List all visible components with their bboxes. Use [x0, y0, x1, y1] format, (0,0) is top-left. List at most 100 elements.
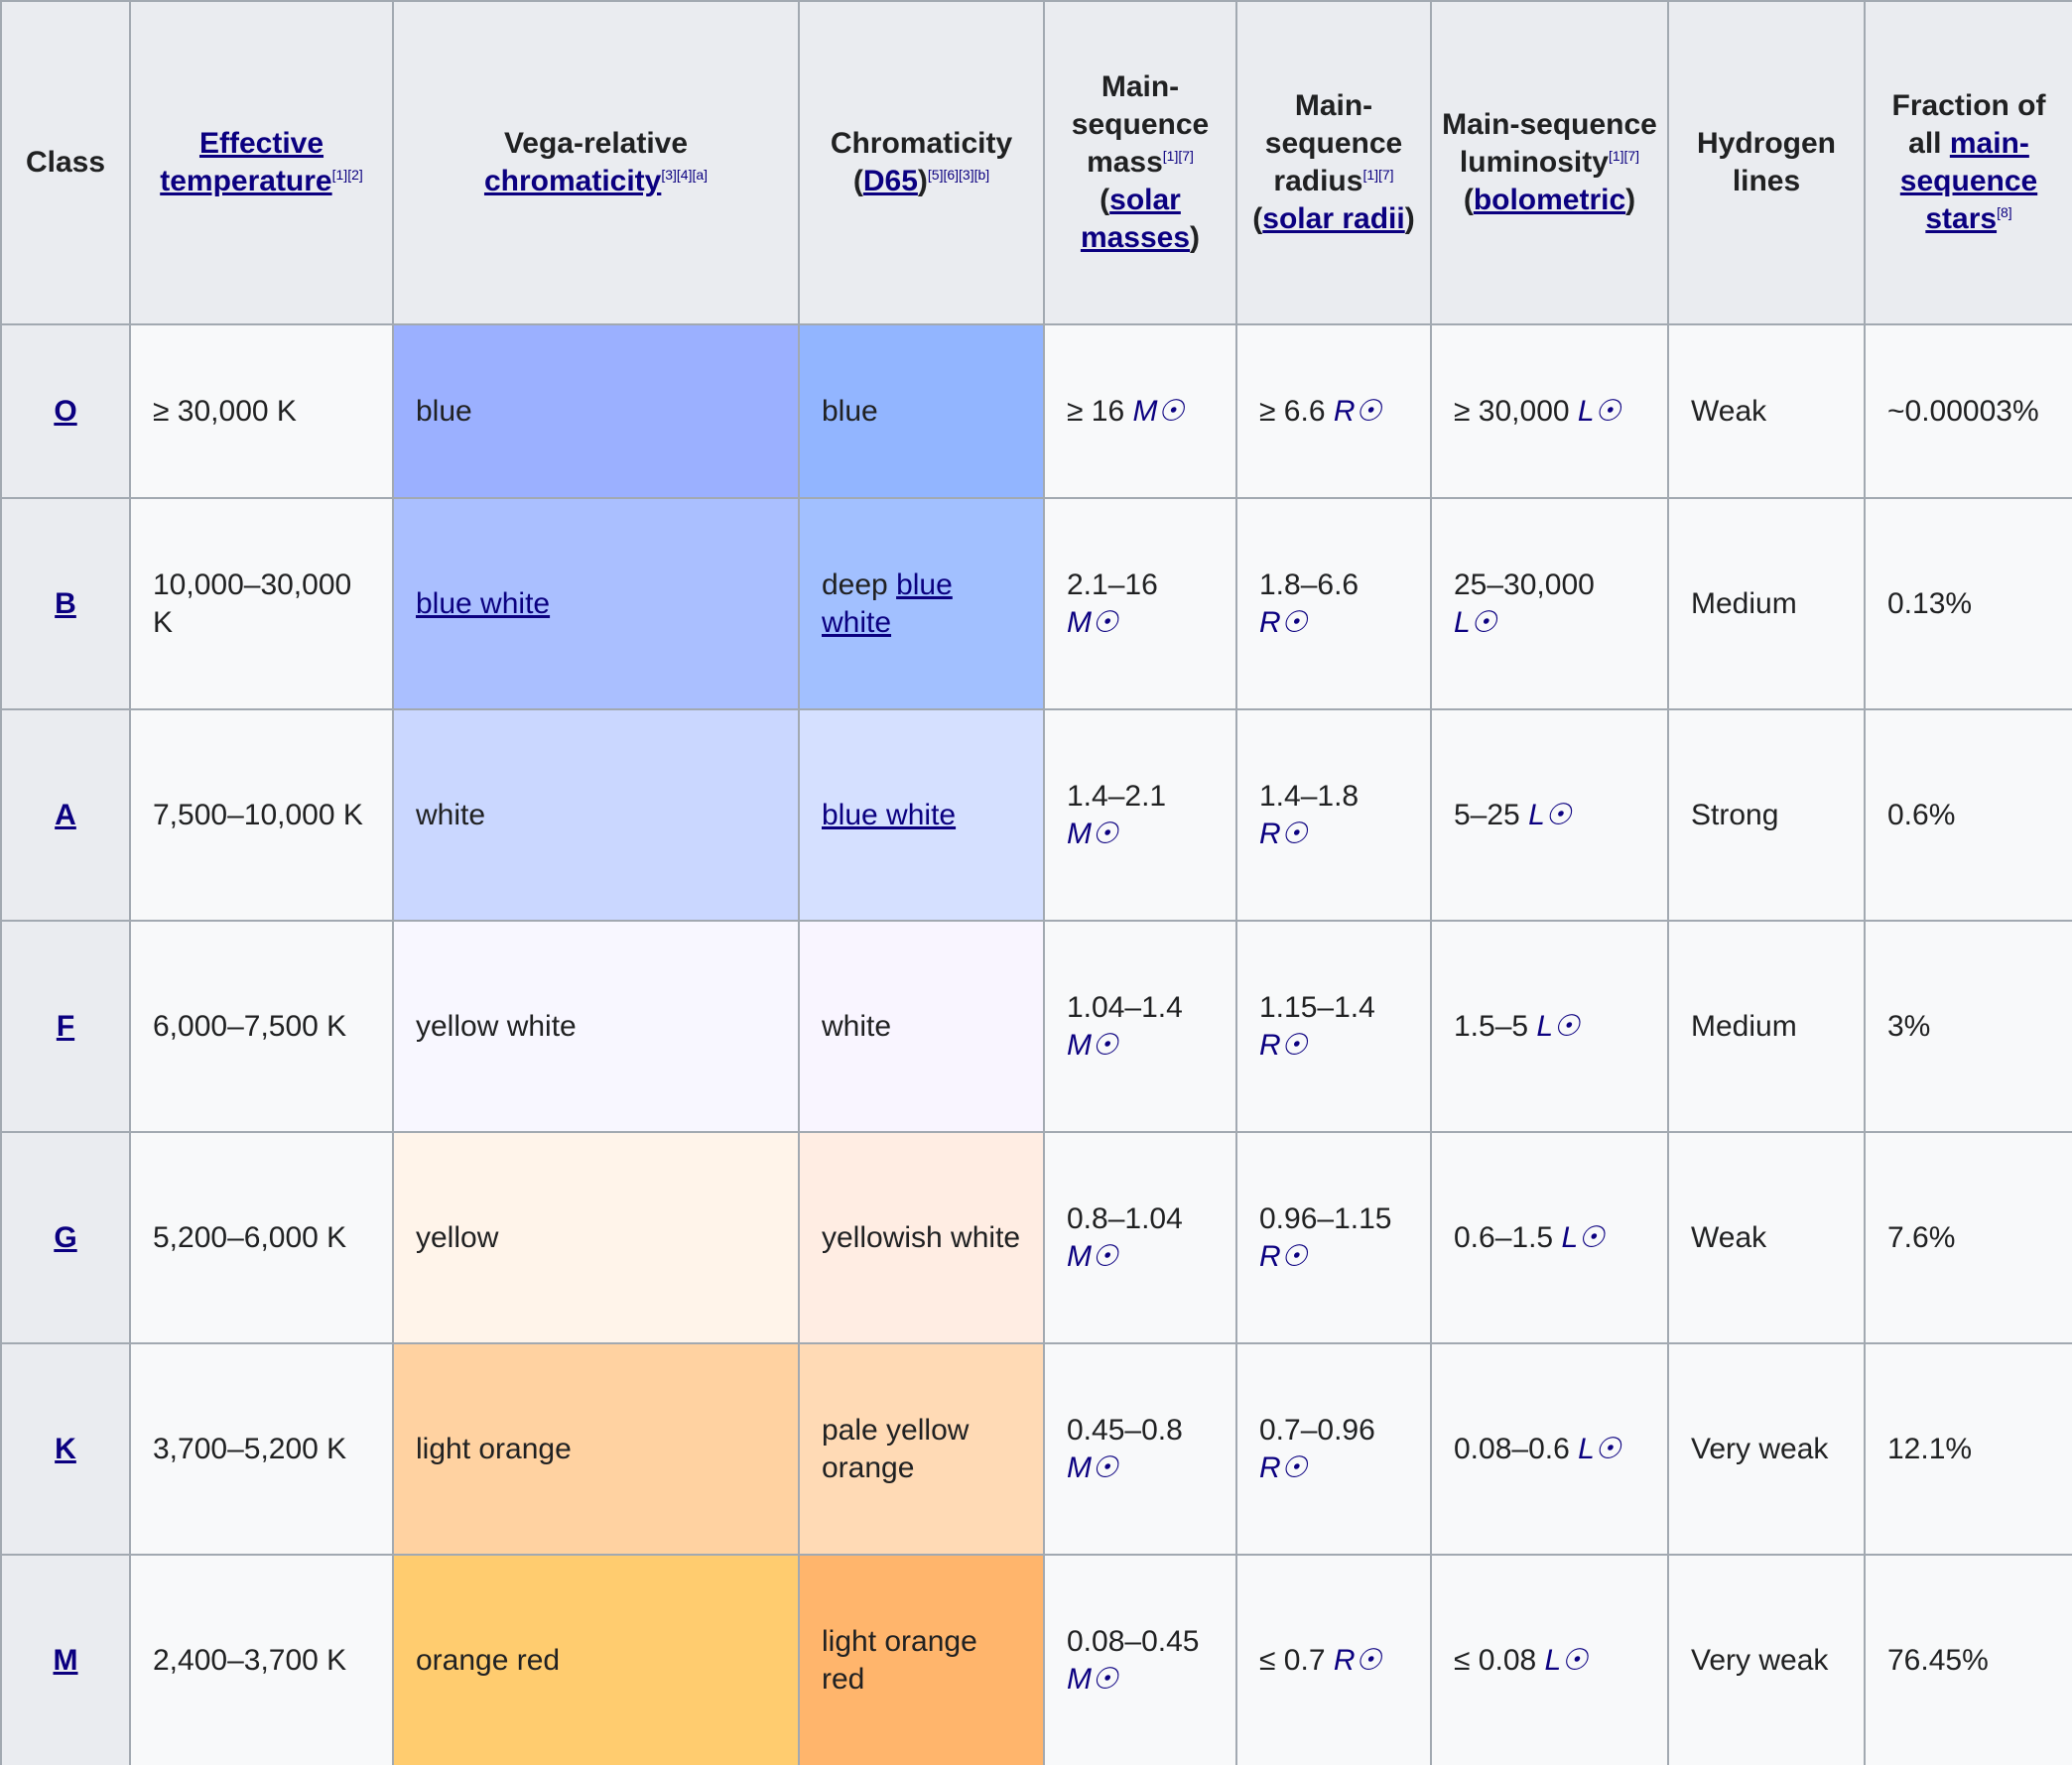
solar-unit[interactable]: R☉	[1333, 394, 1382, 428]
table-cell: 0.6–1.5 L☉	[1430, 1131, 1669, 1344]
text: )	[1625, 184, 1636, 216]
text: orange red	[416, 1643, 561, 1677]
text: Main-sequence mass	[1071, 70, 1210, 179]
reference[interactable]: [1][2]	[331, 167, 363, 183]
text: ≥ 30,000 K	[153, 394, 297, 428]
table-cell: 1.8–6.6 R☉	[1235, 497, 1432, 710]
table-cell: blue	[392, 323, 800, 499]
table-cell: white	[392, 708, 800, 922]
link[interactable]: M	[53, 1643, 78, 1677]
text: 3,700–5,200 K	[153, 1432, 347, 1465]
link[interactable]: blue white	[822, 567, 953, 639]
link[interactable]: blue white	[416, 586, 551, 620]
table-cell: 6,000–7,500 K	[129, 920, 394, 1133]
solar-unit[interactable]: R☉	[1259, 1028, 1308, 1062]
solar-unit[interactable]: M☉	[1067, 1662, 1118, 1696]
solar-unit[interactable]: R☉	[1259, 1239, 1308, 1273]
column-header: Fraction of all main-sequence stars[8]	[1864, 0, 2072, 325]
solar-unit[interactable]: M☉	[1067, 1239, 1118, 1273]
solar-unit[interactable]: M☉	[1067, 1450, 1118, 1484]
reference[interactable]: [1][7]	[1162, 148, 1194, 164]
table-cell: 0.96–1.15 R☉	[1235, 1131, 1432, 1344]
text: 2,400–3,700 K	[153, 1643, 347, 1677]
text: 0.08–0.6	[1454, 1432, 1579, 1465]
table-cell: 7.6%	[1864, 1131, 2072, 1344]
text: Strong	[1691, 798, 1779, 831]
reference[interactable]: [8]	[1997, 204, 2012, 220]
link[interactable]: A	[55, 798, 76, 831]
solar-unit[interactable]: R☉	[1259, 605, 1308, 639]
table-cell: 0.7–0.96 R☉	[1235, 1342, 1432, 1556]
table-cell: Medium	[1667, 920, 1866, 1133]
text: 6,000–7,500 K	[153, 1009, 347, 1043]
table-cell: 1.15–1.4 R☉	[1235, 920, 1432, 1133]
text: light orange	[416, 1432, 572, 1465]
solar-unit[interactable]: L☉	[1577, 394, 1621, 428]
link[interactable]: G	[54, 1220, 77, 1254]
reference[interactable]: [5][6][3][b]	[927, 167, 990, 183]
solar-unit[interactable]: M☉	[1067, 605, 1118, 639]
table-cell: light orange red	[798, 1554, 1045, 1765]
table-cell: 3,700–5,200 K	[129, 1342, 394, 1556]
solar-unit[interactable]: L☉	[1528, 798, 1572, 831]
table-cell: blue white	[798, 708, 1045, 922]
solar-unit[interactable]: M☉	[1067, 1028, 1118, 1062]
text: yellow	[416, 1220, 499, 1254]
table-row: M 2,400–3,700 K orange red light orange red…	[0, 1554, 2072, 1765]
text: 3%	[1887, 1009, 1931, 1043]
text: 76.45%	[1887, 1643, 1989, 1677]
table-cell: 12.1%	[1864, 1342, 2072, 1556]
solar-unit[interactable]: L☉	[1536, 1009, 1581, 1043]
solar-unit[interactable]: M☉	[1067, 817, 1118, 850]
table-header: Class Effective temperature[1][2] Vega-rel…	[0, 0, 2072, 325]
link[interactable]: F	[56, 1009, 75, 1043]
text: Hydrogen lines	[1696, 127, 1836, 197]
link[interactable]: Effective temperature	[160, 127, 332, 197]
text: 0.96–1.15	[1259, 1201, 1392, 1235]
class-cell: F	[0, 920, 131, 1133]
solar-unit[interactable]: L☉	[1544, 1643, 1589, 1677]
link[interactable]: solar masses	[1080, 184, 1191, 254]
text: Weak	[1691, 1220, 1767, 1254]
solar-unit[interactable]: R☉	[1259, 1450, 1308, 1484]
table-cell: yellow	[392, 1131, 800, 1344]
column-header: Effective temperature[1][2]	[129, 0, 394, 325]
solar-unit[interactable]: L☉	[1561, 1220, 1606, 1254]
column-header: Chromaticity (D65)[5][6][3][b]	[798, 0, 1045, 325]
table-cell: 10,000–30,000 K	[129, 497, 394, 710]
link[interactable]: blue white	[822, 798, 957, 831]
table-cell: orange red	[392, 1554, 800, 1765]
reference[interactable]: [1][7]	[1608, 148, 1640, 164]
table-cell: 76.45%	[1864, 1554, 2072, 1765]
link[interactable]: B	[55, 586, 76, 620]
link[interactable]: chromaticity	[483, 165, 662, 197]
solar-unit[interactable]: L☉	[1578, 1432, 1621, 1465]
text: 10,000–30,000 K	[153, 567, 352, 639]
link[interactable]: K	[55, 1432, 76, 1465]
text: 1.5–5	[1454, 1009, 1537, 1043]
table-cell: 5,200–6,000 K	[129, 1131, 394, 1344]
text: Chromaticity (	[830, 127, 1013, 197]
solar-unit[interactable]: R☉	[1259, 817, 1308, 850]
text: blue	[822, 394, 878, 428]
text: deep	[822, 567, 897, 601]
text: Main-sequence radius	[1264, 89, 1403, 197]
table-row: K 3,700–5,200 K light orange pale yellow or…	[0, 1342, 2072, 1556]
solar-unit[interactable]: M☉	[1132, 394, 1185, 428]
solar-unit[interactable]: L☉	[1454, 605, 1497, 639]
link[interactable]: D65	[862, 165, 918, 197]
table-cell: yellow white	[392, 920, 800, 1133]
link[interactable]: solar radii	[1262, 202, 1405, 235]
solar-unit[interactable]: R☉	[1333, 1643, 1382, 1677]
reference[interactable]: [1][7]	[1362, 167, 1394, 183]
column-header: Class	[0, 0, 131, 325]
reference[interactable]: [3][4][a]	[661, 167, 709, 183]
link[interactable]: bolometric	[1473, 184, 1626, 216]
link[interactable]: main-sequence stars	[1899, 127, 2038, 235]
text: 1.15–1.4	[1259, 990, 1375, 1024]
link[interactable]: O	[54, 394, 77, 428]
table-cell: 1.4–1.8 R☉	[1235, 708, 1432, 922]
